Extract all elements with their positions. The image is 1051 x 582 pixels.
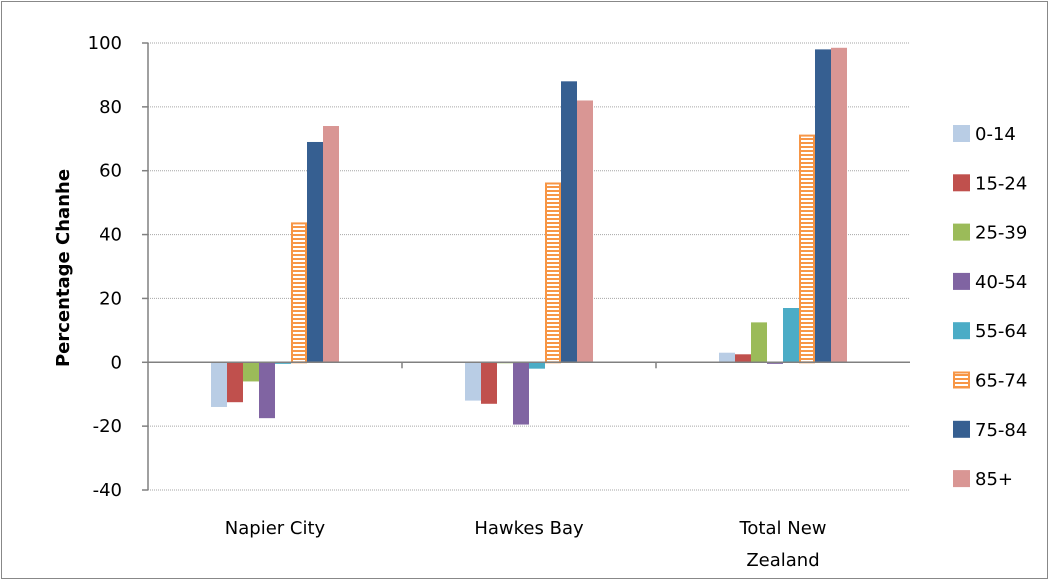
bar-75-84-napier-city bbox=[307, 141, 323, 363]
bar-40-54-total-new-zealand bbox=[767, 362, 783, 364]
bar-25-39-total-new-zealand bbox=[751, 322, 767, 363]
bar-0-14-napier-city bbox=[211, 362, 227, 407]
legend-label: 25-39 bbox=[975, 223, 1027, 244]
x-category-label: Zealand bbox=[746, 550, 819, 571]
category-labels: Napier City Hawkes Bay Total New Zealand bbox=[225, 518, 827, 571]
bar-85+-total-new-zealand bbox=[831, 47, 847, 363]
y-tick-label: 40 bbox=[99, 225, 122, 246]
legend-label: 55-64 bbox=[975, 321, 1027, 342]
legend-swatch bbox=[953, 322, 970, 340]
gridlines bbox=[148, 42, 910, 491]
y-tick-label: 20 bbox=[99, 288, 122, 309]
x-category-label: Total New bbox=[738, 518, 826, 539]
bar-15-24-napier-city bbox=[227, 362, 243, 403]
legend-label: 65-74 bbox=[975, 371, 1027, 392]
legend-label: 15-24 bbox=[975, 173, 1027, 194]
bar-55-64-hawkes-bay bbox=[529, 362, 545, 369]
legend-swatch bbox=[953, 272, 970, 290]
bar-0-14-hawkes-bay bbox=[465, 362, 481, 401]
y-tick-label: -20 bbox=[93, 416, 122, 437]
bar-55-64-napier-city bbox=[275, 362, 291, 364]
bar-25-39-napier-city bbox=[243, 362, 259, 382]
bars bbox=[211, 47, 847, 425]
legend-swatch bbox=[953, 125, 970, 142]
y-tick-label: 60 bbox=[99, 161, 122, 182]
bar-55-64-total-new-zealand bbox=[783, 308, 799, 363]
x-category-label: Napier City bbox=[225, 518, 326, 539]
legend-label: 75-84 bbox=[975, 420, 1027, 441]
bar-15-24-total-new-zealand bbox=[735, 354, 751, 363]
bar-85+-napier-city bbox=[323, 126, 339, 363]
y-tick-label: 0 bbox=[111, 352, 122, 373]
legend: 0-14 15-24 25-39 40-54 55-64 65-74 75-84 85+ bbox=[953, 124, 1027, 490]
legend-swatch bbox=[953, 470, 970, 488]
bar-15-24-hawkes-bay bbox=[481, 362, 497, 404]
y-tick-label: -40 bbox=[93, 480, 122, 501]
legend-label: 0-14 bbox=[975, 124, 1016, 145]
bar-40-54-napier-city bbox=[259, 362, 275, 419]
legend-swatch bbox=[953, 174, 970, 192]
bar-75-84-total-new-zealand bbox=[815, 49, 831, 363]
legend-label: 40-54 bbox=[975, 272, 1027, 293]
bar-65-74-napier-city bbox=[291, 222, 307, 364]
bar-65-74-hawkes-bay bbox=[545, 182, 561, 364]
y-tick-label: 80 bbox=[99, 97, 122, 118]
bar-85+-hawkes-bay bbox=[577, 100, 593, 363]
legend-swatch bbox=[953, 420, 970, 438]
y-tick-label: 100 bbox=[88, 33, 122, 54]
bar-0-14-total-new-zealand bbox=[719, 352, 735, 363]
bar-40-54-hawkes-bay bbox=[513, 362, 529, 425]
bar-75-84-hawkes-bay bbox=[561, 81, 577, 363]
legend-swatch bbox=[953, 371, 970, 389]
legend-swatch bbox=[953, 223, 970, 241]
legend-label: 85+ bbox=[975, 469, 1013, 490]
x-category-label: Hawkes Bay bbox=[474, 518, 584, 539]
tick-labels: -40 -20 0 20 40 60 80 100 bbox=[88, 33, 148, 501]
y-axis-title: Percentage Chanhe bbox=[53, 169, 74, 367]
bar-65-74-total-new-zealand bbox=[799, 134, 815, 364]
axes bbox=[147, 43, 910, 490]
